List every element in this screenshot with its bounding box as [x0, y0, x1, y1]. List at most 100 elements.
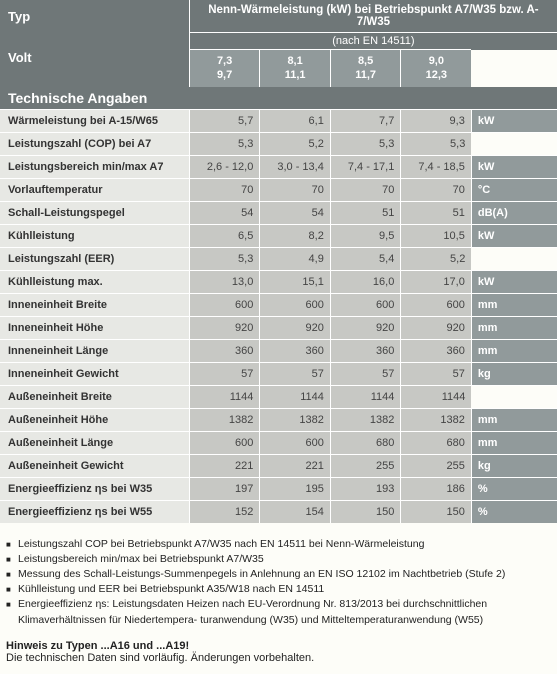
model-col-0: 7,39,7 [189, 50, 260, 87]
row-value: 680 [401, 431, 472, 454]
row-value: 1382 [189, 408, 260, 431]
footnote-text: Leistungsbereich min/max bei Betriebspun… [14, 552, 551, 567]
row-value: 150 [330, 500, 401, 523]
row-value: 54 [260, 201, 331, 224]
row-value: 680 [330, 431, 401, 454]
row-value: 70 [260, 178, 331, 201]
row-label: Inneneinheit Höhe [0, 316, 189, 339]
row-value: 6,5 [189, 224, 260, 247]
footnote-item: Leistungsbereich min/max bei Betriebspun… [6, 552, 551, 567]
row-unit: mm [471, 431, 557, 454]
row-label: Außeneinheit Höhe [0, 408, 189, 431]
row-value: 54 [189, 201, 260, 224]
row-value: 10,5 [401, 224, 472, 247]
row-value: 13,0 [189, 270, 260, 293]
table-row: Inneneinheit Gewicht57575757kg [0, 362, 557, 385]
row-value: 600 [189, 293, 260, 316]
row-label: Inneneinheit Breite [0, 293, 189, 316]
row-value: 600 [401, 293, 472, 316]
row-value: 600 [260, 293, 331, 316]
row-unit-empty [471, 385, 557, 408]
row-value: 5,3 [189, 247, 260, 270]
row-label: Außeneinheit Gewicht [0, 454, 189, 477]
header-nenn-sub: (nach EN 14511) [189, 33, 557, 50]
row-value: 15,1 [260, 270, 331, 293]
table-row: Leistungszahl (COP) bei A75,35,25,35,3 [0, 132, 557, 155]
row-value: 255 [330, 454, 401, 477]
row-label: Kühlleistung max. [0, 270, 189, 293]
row-value: 600 [189, 431, 260, 454]
row-value: 360 [189, 339, 260, 362]
row-value: 1144 [330, 385, 401, 408]
table-row: Wärmeleistung bei A-15/W655,76,17,79,3kW [0, 109, 557, 132]
row-label: Inneneinheit Gewicht [0, 362, 189, 385]
table-row: Inneneinheit Länge360360360360mm [0, 339, 557, 362]
table-row: Leistungsbereich min/max A72,6 - 12,03,0… [0, 155, 557, 178]
hinweis-text: Die technischen Daten sind vorläufig. Än… [6, 652, 551, 664]
row-value: 57 [189, 362, 260, 385]
table-row: Schall-Leistungspegel54545151dB(A) [0, 201, 557, 224]
row-value: 920 [260, 316, 331, 339]
row-value: 57 [401, 362, 472, 385]
row-unit: % [471, 477, 557, 500]
row-value: 186 [401, 477, 472, 500]
row-value: 5,3 [401, 132, 472, 155]
row-unit: mm [471, 339, 557, 362]
hinweis-block: Hinweis zu Typen ...A16 und ...A19! Die … [0, 632, 557, 674]
row-label: Leistungsbereich min/max A7 [0, 155, 189, 178]
row-unit: mm [471, 408, 557, 431]
row-value: 9,5 [330, 224, 401, 247]
row-unit: mm [471, 293, 557, 316]
table-row: Energieeffizienz ηs bei W35197195193186% [0, 477, 557, 500]
row-value: 600 [260, 431, 331, 454]
row-unit: kW [471, 224, 557, 247]
header-volt: Volt [0, 33, 189, 87]
row-unit-empty [471, 132, 557, 155]
row-value: 3,0 - 13,4 [260, 155, 331, 178]
row-value: 920 [189, 316, 260, 339]
row-unit: mm [471, 316, 557, 339]
row-label: Energieeffizienz ηs bei W55 [0, 500, 189, 523]
row-value: 70 [189, 178, 260, 201]
row-value: 150 [401, 500, 472, 523]
row-label: Kühlleistung [0, 224, 189, 247]
row-unit: kg [471, 454, 557, 477]
row-value: 1382 [401, 408, 472, 431]
row-label: Außeneinheit Breite [0, 385, 189, 408]
table-row: Energieeffizienz ηs bei W55152154150150% [0, 500, 557, 523]
row-label: Schall-Leistungspegel [0, 201, 189, 224]
bullet-icon [6, 597, 14, 627]
table-row: Außeneinheit Gewicht221221255255kg [0, 454, 557, 477]
row-value: 255 [401, 454, 472, 477]
row-value: 195 [260, 477, 331, 500]
row-value: 4,9 [260, 247, 331, 270]
row-value: 1382 [330, 408, 401, 431]
bullet-icon [6, 567, 14, 582]
footnote-item: Messung des Schall-Leistungs-Summenpegel… [6, 567, 551, 582]
row-value: 600 [330, 293, 401, 316]
row-value: 8,2 [260, 224, 331, 247]
bullet-icon [6, 537, 14, 552]
row-value: 920 [330, 316, 401, 339]
table-row: Leistungszahl (EER)5,34,95,45,2 [0, 247, 557, 270]
row-label: Vorlauftemperatur [0, 178, 189, 201]
row-value: 70 [401, 178, 472, 201]
table-row: Kühlleistung6,58,29,510,5kW [0, 224, 557, 247]
row-unit: kg [471, 362, 557, 385]
row-label: Leistungszahl (COP) bei A7 [0, 132, 189, 155]
row-value: 360 [330, 339, 401, 362]
header-typ: Typ [0, 0, 189, 33]
header-nenn-title: Nenn-Wärmeleistung (kW) bei Betriebspunk… [189, 0, 557, 33]
model-col-2: 8,511,7 [330, 50, 401, 87]
table-row: Außeneinheit Höhe1382138213821382mm [0, 408, 557, 431]
row-label: Leistungszahl (EER) [0, 247, 189, 270]
row-value: 1144 [401, 385, 472, 408]
row-label: Außeneinheit Länge [0, 431, 189, 454]
table-row: Inneneinheit Breite600600600600mm [0, 293, 557, 316]
row-label: Energieeffizienz ηs bei W35 [0, 477, 189, 500]
row-value: 51 [401, 201, 472, 224]
row-label: Wärmeleistung bei A-15/W65 [0, 109, 189, 132]
row-value: 7,7 [330, 109, 401, 132]
row-label: Inneneinheit Länge [0, 339, 189, 362]
row-unit: °C [471, 178, 557, 201]
